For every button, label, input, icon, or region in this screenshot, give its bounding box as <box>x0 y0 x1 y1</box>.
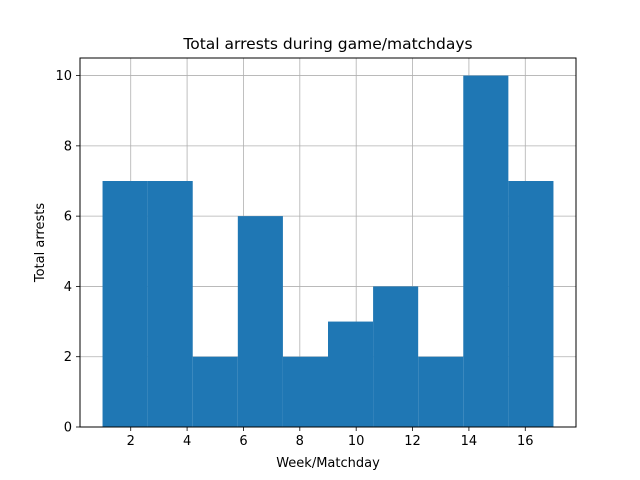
x-tick-label: 10 <box>348 434 365 449</box>
histogram-bar <box>102 181 148 427</box>
x-tick-label: 6 <box>239 434 247 449</box>
x-tick-label: 8 <box>296 434 304 449</box>
histogram-bar <box>147 181 193 427</box>
x-tick-label: 12 <box>404 434 421 449</box>
y-tick-label: 2 <box>64 350 72 365</box>
chart-title: Total arrests during game/matchdays <box>182 35 472 53</box>
x-tick-label: 4 <box>183 434 191 449</box>
x-tick-label: 2 <box>127 434 135 449</box>
histogram-bar <box>418 356 464 427</box>
histogram-bar <box>328 321 374 427</box>
histogram-bar <box>508 181 554 427</box>
x-tick-label: 16 <box>517 434 534 449</box>
x-tick-label: 14 <box>461 434 478 449</box>
y-tick-label: 8 <box>64 139 72 154</box>
y-tick-label: 0 <box>64 421 72 436</box>
histogram-bar <box>373 286 419 427</box>
y-tick-label: 6 <box>64 210 72 225</box>
y-tick-label: 4 <box>64 280 72 295</box>
y-axis-label: Total arrests <box>33 203 48 284</box>
x-axis-label: Week/Matchday <box>276 456 380 471</box>
bars <box>102 75 554 428</box>
plot-frame <box>79 57 577 428</box>
axis-ticks: 2 4 6 8 10 12 14 16 0 2 4 6 8 10 <box>55 69 533 449</box>
histogram-bar <box>282 356 328 427</box>
histogram-bar <box>192 356 238 427</box>
histogram-bar <box>237 216 283 427</box>
y-tick-label: 10 <box>55 69 72 84</box>
histogram-bar <box>463 75 509 428</box>
